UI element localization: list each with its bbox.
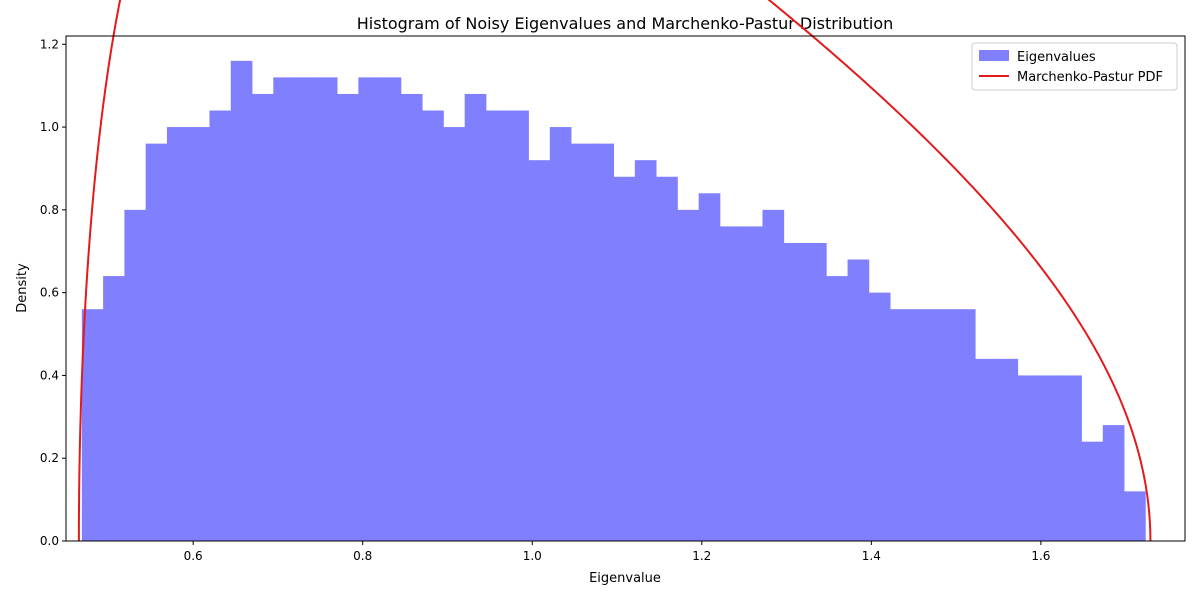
histogram-bar [422,110,444,541]
histogram-bar [847,259,870,541]
histogram-bars [81,60,1146,542]
histogram-bar [719,226,742,541]
histogram-bar [1081,441,1104,541]
histogram-bar [1102,425,1125,541]
legend-swatch-eigenvalues [979,50,1009,61]
y-tick-label: 0.8 [40,203,59,217]
chart-title: Histogram of Noisy Eigenvalues and March… [357,14,894,33]
histogram-bar [124,209,147,541]
histogram-bar [230,60,253,542]
y-tick-label: 1.0 [40,120,59,134]
y-tick-label: 1.2 [40,37,59,51]
histogram-bar [209,110,232,541]
histogram-bar [656,176,678,542]
plot-frame [65,35,1186,542]
histogram-bar [911,309,934,541]
y-axis-label: Density [15,263,30,313]
histogram-bar [464,93,487,541]
histogram-bar [571,143,593,541]
marchenko-pastur-curve [77,0,1152,541]
x-axis-ticks: 0.6 0.8 1.0 1.2 1.4 1.6 [184,541,1050,563]
histogram-bar [1060,375,1082,541]
histogram-bar [826,276,848,541]
histogram-bar [975,358,997,541]
legend-label-eigenvalues: Eigenvalues [1017,50,1096,65]
legend-label-mp-pdf: Marchenko-Pastur PDF [1017,70,1163,85]
y-tick-label: 0.0 [40,534,59,548]
histogram-bar [1038,375,1061,541]
x-tick-label: 0.6 [184,549,203,563]
histogram-bar [103,276,125,541]
histogram-bar [953,309,976,541]
histogram-bar [273,77,295,541]
histogram-bar [145,143,168,541]
histogram-bar [166,127,189,541]
y-axis-ticks: 0.0 0.2 0.4 0.6 0.8 1.0 1.2 [40,37,66,548]
histogram-bar [698,193,721,542]
histogram-bar [485,110,508,541]
x-tick-label: 1.4 [862,549,881,563]
legend-box [971,42,1178,91]
histogram-bar [528,160,551,541]
histogram-bar [443,127,466,541]
x-tick-label: 1.6 [1031,549,1050,563]
histogram-bar [1124,491,1146,541]
y-tick-label: 0.2 [40,451,59,465]
histogram-bar [549,127,572,541]
histogram-bar [996,358,1019,541]
histogram-bar [337,93,359,541]
histogram-bar [932,309,955,541]
legend: Eigenvalues Marchenko-Pastur PDF [971,42,1178,91]
histogram-bar [677,209,700,541]
histogram-bar [1017,375,1040,541]
histogram-bar [890,309,912,541]
y-tick-label: 0.6 [40,286,59,300]
histogram-bar [358,77,381,541]
histogram-bar [805,242,827,541]
histogram-bar [741,226,763,541]
histogram-bar [294,77,317,541]
histogram-bar [762,209,785,541]
histogram-bar [634,160,657,541]
histogram-bar [400,93,423,541]
histogram-bar [81,309,104,541]
x-tick-label: 1.2 [692,549,711,563]
histogram-bar [613,176,636,542]
histogram-bar [592,143,614,541]
histogram-bar [868,292,891,541]
histogram-bar [252,93,274,541]
histogram-bar [507,110,529,541]
x-tick-label: 0.8 [353,549,372,563]
histogram-bar [783,242,806,541]
x-axis-label: Eigenvalue [589,571,661,586]
y-tick-label: 0.4 [40,368,59,382]
histogram-bar [379,77,402,541]
histogram-bar [315,77,338,541]
x-tick-label: 1.0 [523,549,542,563]
histogram-bar [188,127,210,541]
